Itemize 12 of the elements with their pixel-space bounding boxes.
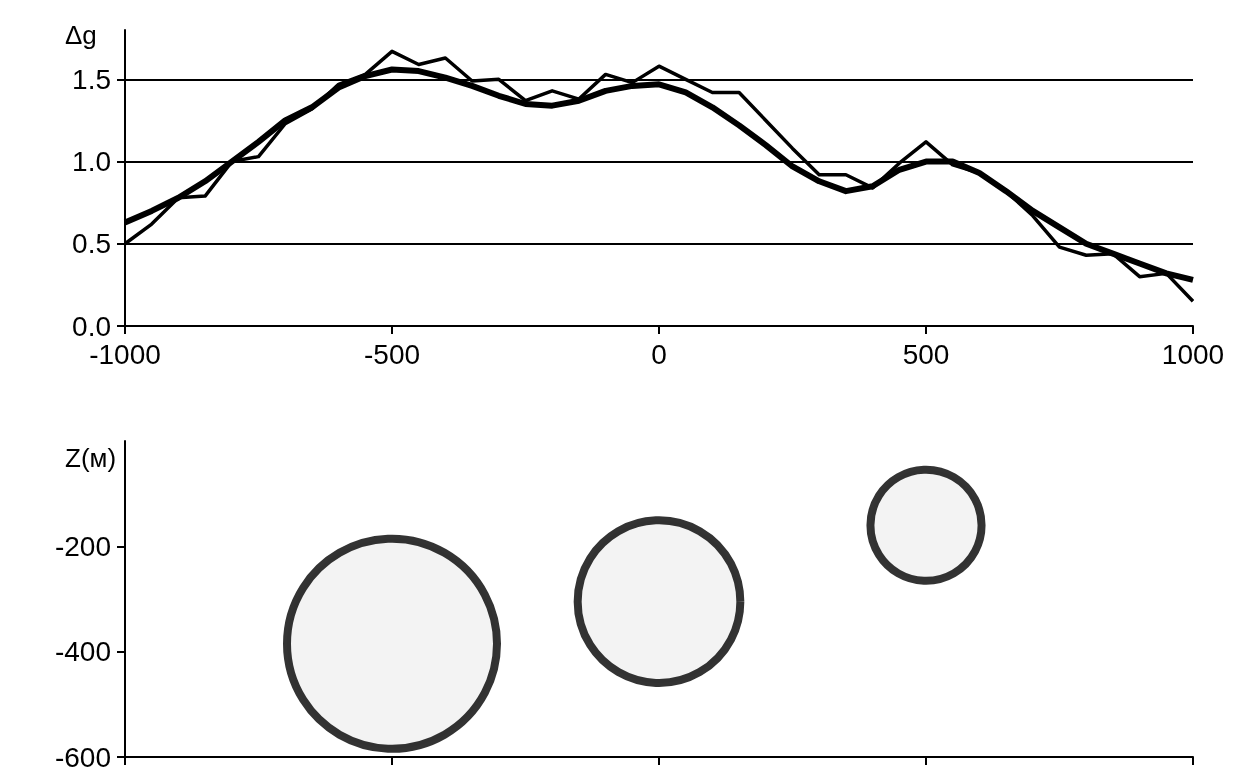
y-axis-title: Z(м): [65, 443, 117, 473]
y-tick-label: -600: [54, 741, 111, 773]
y-tick-label: -200: [54, 530, 111, 562]
y-tick-label: -400: [54, 636, 111, 668]
x-tick-label: 500: [902, 338, 950, 370]
y-tick-label: 1.5: [72, 63, 111, 95]
x-tick-label: 1000: [1161, 338, 1225, 370]
x-tick-label: 0: [651, 338, 667, 370]
y-tick-label: 0.5: [72, 228, 111, 260]
y-axis-title: Δg: [65, 20, 97, 50]
x-tick-label: -500: [363, 338, 421, 370]
y-tick-label: 1.0: [72, 146, 111, 178]
